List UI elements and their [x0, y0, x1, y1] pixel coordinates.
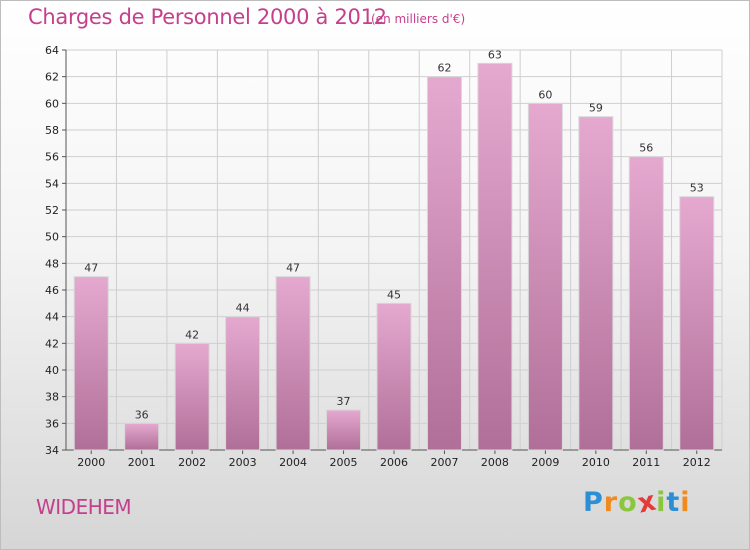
y-tick-label: 38 [45, 391, 59, 404]
y-tick-label: 36 [45, 417, 59, 430]
bar-2007 [426, 76, 462, 451]
data-label-2007: 62 [437, 62, 451, 75]
data-label-2004: 47 [286, 262, 300, 275]
chart-title: Charges de Personnel 2000 à 2012 [28, 5, 387, 29]
y-tick-label: 64 [45, 44, 59, 57]
y-tick-label: 54 [45, 177, 59, 190]
x-tick-label: 2010 [582, 456, 610, 469]
x-tick-label: 2009 [531, 456, 559, 469]
data-label-2002: 42 [185, 328, 199, 341]
data-label-2000: 47 [84, 262, 98, 275]
logo-letter: i [680, 487, 691, 518]
logo-letter: r [603, 487, 619, 518]
proxiti-logo[interactable]: Proxiti [583, 485, 691, 519]
x-tick-label: 2011 [632, 456, 660, 469]
y-tick-label: 48 [45, 257, 59, 270]
logo-letter: i [656, 487, 667, 518]
y-tick-label: 46 [45, 284, 59, 297]
x-tick-label: 2004 [279, 456, 307, 469]
bar-2009 [527, 102, 563, 451]
x-tick-label: 2003 [229, 456, 257, 469]
x-tick-label: 2008 [481, 456, 509, 469]
y-tick-label: 44 [45, 311, 59, 324]
bar-2010 [578, 116, 614, 451]
y-tick-label: 40 [45, 364, 59, 377]
data-label-2005: 37 [337, 395, 351, 408]
data-label-2009: 60 [538, 88, 552, 101]
y-tick-label: 60 [45, 97, 59, 110]
data-label-2003: 44 [236, 302, 250, 315]
y-tick-label: 52 [45, 204, 59, 217]
data-label-2010: 59 [589, 102, 603, 115]
bar-2012 [679, 196, 715, 451]
data-label-2008: 63 [488, 48, 502, 61]
y-tick-label: 42 [45, 337, 59, 350]
bar-2005 [326, 409, 362, 451]
bar-2008 [477, 62, 513, 451]
data-label-2006: 45 [387, 288, 401, 301]
bar-2001 [124, 422, 160, 451]
bars [73, 62, 715, 451]
y-tick-label: 58 [45, 124, 59, 137]
x-tick-label: 2007 [430, 456, 458, 469]
commune-name: WIDEHEM [36, 495, 132, 519]
bar-2011 [628, 156, 664, 451]
bar-2006 [376, 302, 412, 451]
y-tick-label: 56 [45, 151, 59, 164]
bar-2004 [275, 276, 311, 451]
x-tick-label: 2001 [128, 456, 156, 469]
data-label-2012: 53 [690, 182, 704, 195]
bar-2003 [225, 316, 261, 451]
data-label-2011: 56 [639, 142, 653, 155]
bar-2002 [174, 342, 210, 451]
x-tick-label: 2006 [380, 456, 408, 469]
logo-letter: o [618, 487, 638, 518]
x-tick-label: 2012 [683, 456, 711, 469]
chart-subtitle: (en milliers d'€) [371, 12, 466, 26]
labels: 34 36 38 40 42 44 46 48 50 52 54 56 58 60 62 64 47 2000 36… [45, 44, 711, 469]
logo-letter: t [666, 487, 681, 518]
x-tick-label: 2005 [330, 456, 358, 469]
x-tick-label: 2000 [77, 456, 105, 469]
x-tick-label: 2002 [178, 456, 206, 469]
logo-letter: P [583, 487, 604, 518]
y-tick-label: 50 [45, 231, 59, 244]
bar-2000 [73, 276, 109, 451]
y-tick-label: 34 [45, 444, 59, 457]
data-label-2001: 36 [135, 408, 149, 421]
y-tick-label: 62 [45, 71, 59, 84]
